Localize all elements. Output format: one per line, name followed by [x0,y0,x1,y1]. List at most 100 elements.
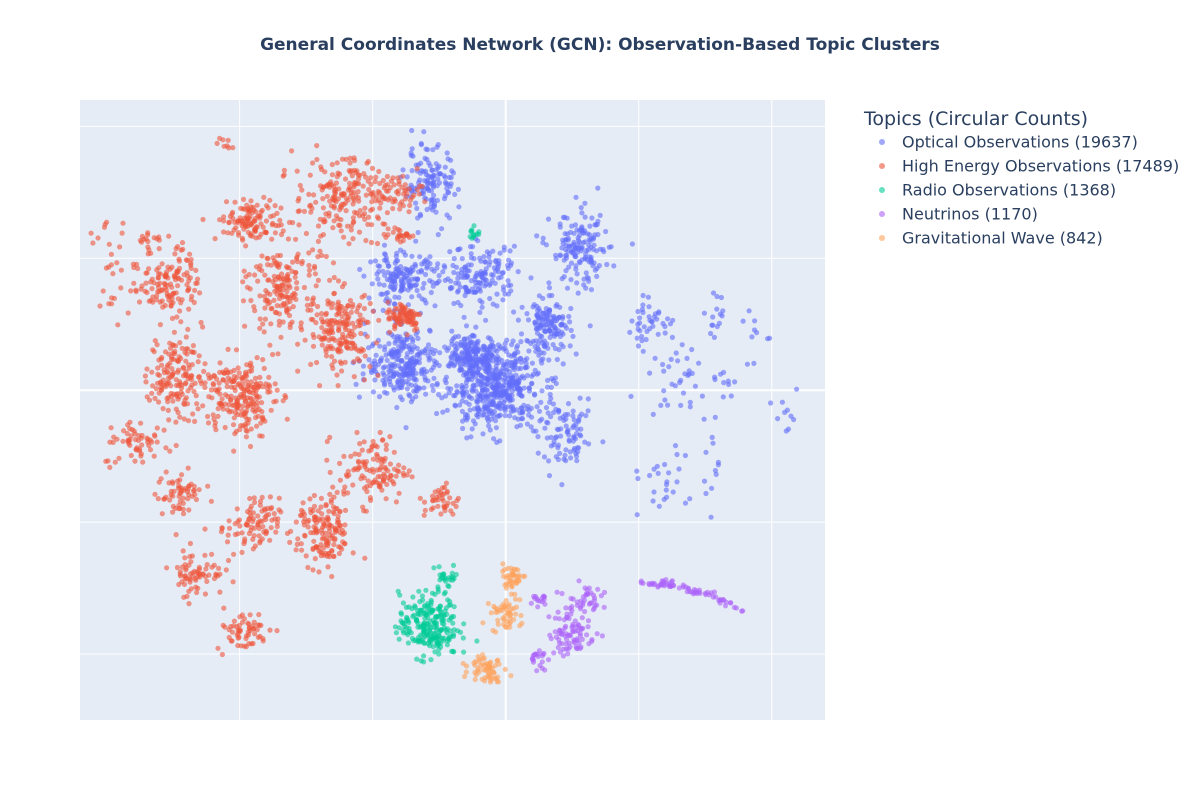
scatter-point-high-energy [247,443,254,450]
scatter-point-high-energy [429,493,436,499]
scatter-point-optical [413,331,419,337]
scatter-point-high-energy [328,497,334,503]
scatter-point-high-energy [180,506,186,512]
scatter-point-optical [484,369,490,375]
scatter-point-high-energy [176,265,183,271]
scatter-point-high-energy [231,415,237,421]
scatter-point-optical [477,271,483,277]
scatter-point-optical [534,371,540,377]
scatter-point-optical [537,418,543,424]
scatter-point-optical [392,260,398,266]
scatter-point-high-energy [243,428,249,434]
scatter-point-high-energy [318,504,324,510]
scatter-point-optical [535,434,541,440]
scatter-point-optical [597,212,603,218]
scatter-point-high-energy [381,185,387,191]
scatter-point-optical [641,324,647,330]
scatter-point-radio [410,594,416,600]
scatter-point-high-energy [409,474,415,480]
scatter-point-high-energy [354,308,360,315]
scatter-point-high-energy [143,270,149,276]
scatter-point-high-energy [215,573,221,579]
scatter-point-high-energy [196,487,202,493]
plot-area[interactable] [80,100,825,720]
scatter-point-high-energy [419,183,425,189]
scatter-point-high-energy [242,399,248,405]
scatter-point-high-energy [103,265,109,271]
scatter-point-high-energy [364,334,370,340]
scatter-point-optical [458,355,465,361]
scatter-point-optical [385,290,391,296]
scatter-point-high-energy [183,358,189,364]
scatter-point-optical [360,363,367,369]
legend-item[interactable]: Optical Observations (19637) [879,133,1138,152]
scatter-point-high-energy [149,439,155,445]
scatter-point-high-energy [258,209,264,215]
scatter-point-high-energy [252,543,258,549]
scatter-point-optical [490,353,496,360]
scatter-point-optical [550,401,557,407]
legend-item[interactable]: Radio Observations (1368) [879,181,1116,200]
scatter-point-high-energy [277,261,283,267]
scatter-point-high-energy [285,294,291,300]
scatter-point-high-energy [347,169,353,175]
scatter-point-optical [491,436,497,442]
scatter-point-high-energy [202,361,208,367]
scatter-point-optical [508,260,514,266]
scatter-point-high-energy [212,236,218,242]
scatter-point-high-energy [416,191,422,197]
scatter-point-high-energy [173,406,179,412]
scatter-point-optical [422,195,428,201]
scatter-point-high-energy [388,178,394,184]
legend-item[interactable]: Neutrinos (1170) [879,205,1038,224]
legend-label: Neutrinos (1170) [902,205,1038,224]
scatter-point-high-energy [171,272,177,278]
scatter-point-radio [406,625,412,632]
scatter-point-optical [502,291,508,297]
scatter-point-high-energy [211,373,218,379]
scatter-point-high-energy [226,525,233,531]
scatter-point-high-energy [168,492,174,498]
scatter-point-high-energy [272,309,278,315]
scatter-point-gravitational-wave [516,572,522,579]
scatter-point-high-energy [384,173,390,180]
scatter-point-optical [566,437,572,443]
scatter-point-high-energy [152,491,158,497]
legend-item[interactable]: Gravitational Wave (842) [879,229,1103,248]
scatter-point-high-energy [329,548,335,554]
scatter-point-high-energy [345,340,351,346]
scatter-point-high-energy [280,275,287,281]
scatter-point-high-energy [354,429,360,436]
scatter-point-optical [526,388,533,394]
scatter-point-high-energy [231,618,237,624]
scatter-point-optical [436,171,442,177]
scatter-point-optical [462,292,468,299]
scatter-point-high-energy [382,221,388,227]
scatter-point-high-energy [90,240,96,246]
scatter-point-optical [550,342,556,348]
scatter-point-high-energy [128,288,134,294]
scatter-point-radio [431,565,437,571]
scatter-point-optical [500,297,506,303]
scatter-point-high-energy [255,513,261,519]
scatter-point-high-energy [323,253,329,260]
scatter-point-high-energy [238,412,244,418]
scatter-point-optical [483,353,489,359]
scatter-point-high-energy [240,298,247,304]
scatter-point-radio [436,564,442,570]
scatter-point-optical [546,293,552,299]
scatter-point-neutrinos [555,644,561,651]
scatter-point-high-energy [343,208,349,214]
scatter-point-high-energy [374,451,380,457]
scatter-point-optical [600,439,606,445]
legend-item[interactable]: High Energy Observations (17489) [879,157,1179,176]
scatter-point-high-energy [259,400,265,406]
scatter-point-high-energy [145,244,151,250]
scatter-point-neutrinos [528,600,534,606]
scatter-point-optical [399,287,405,293]
scatter-point-high-energy [190,343,196,349]
scatter-point-optical [586,441,592,447]
scatter-point-optical [708,330,714,337]
scatter-point-high-energy [179,382,185,388]
scatter-point-high-energy [118,267,124,273]
